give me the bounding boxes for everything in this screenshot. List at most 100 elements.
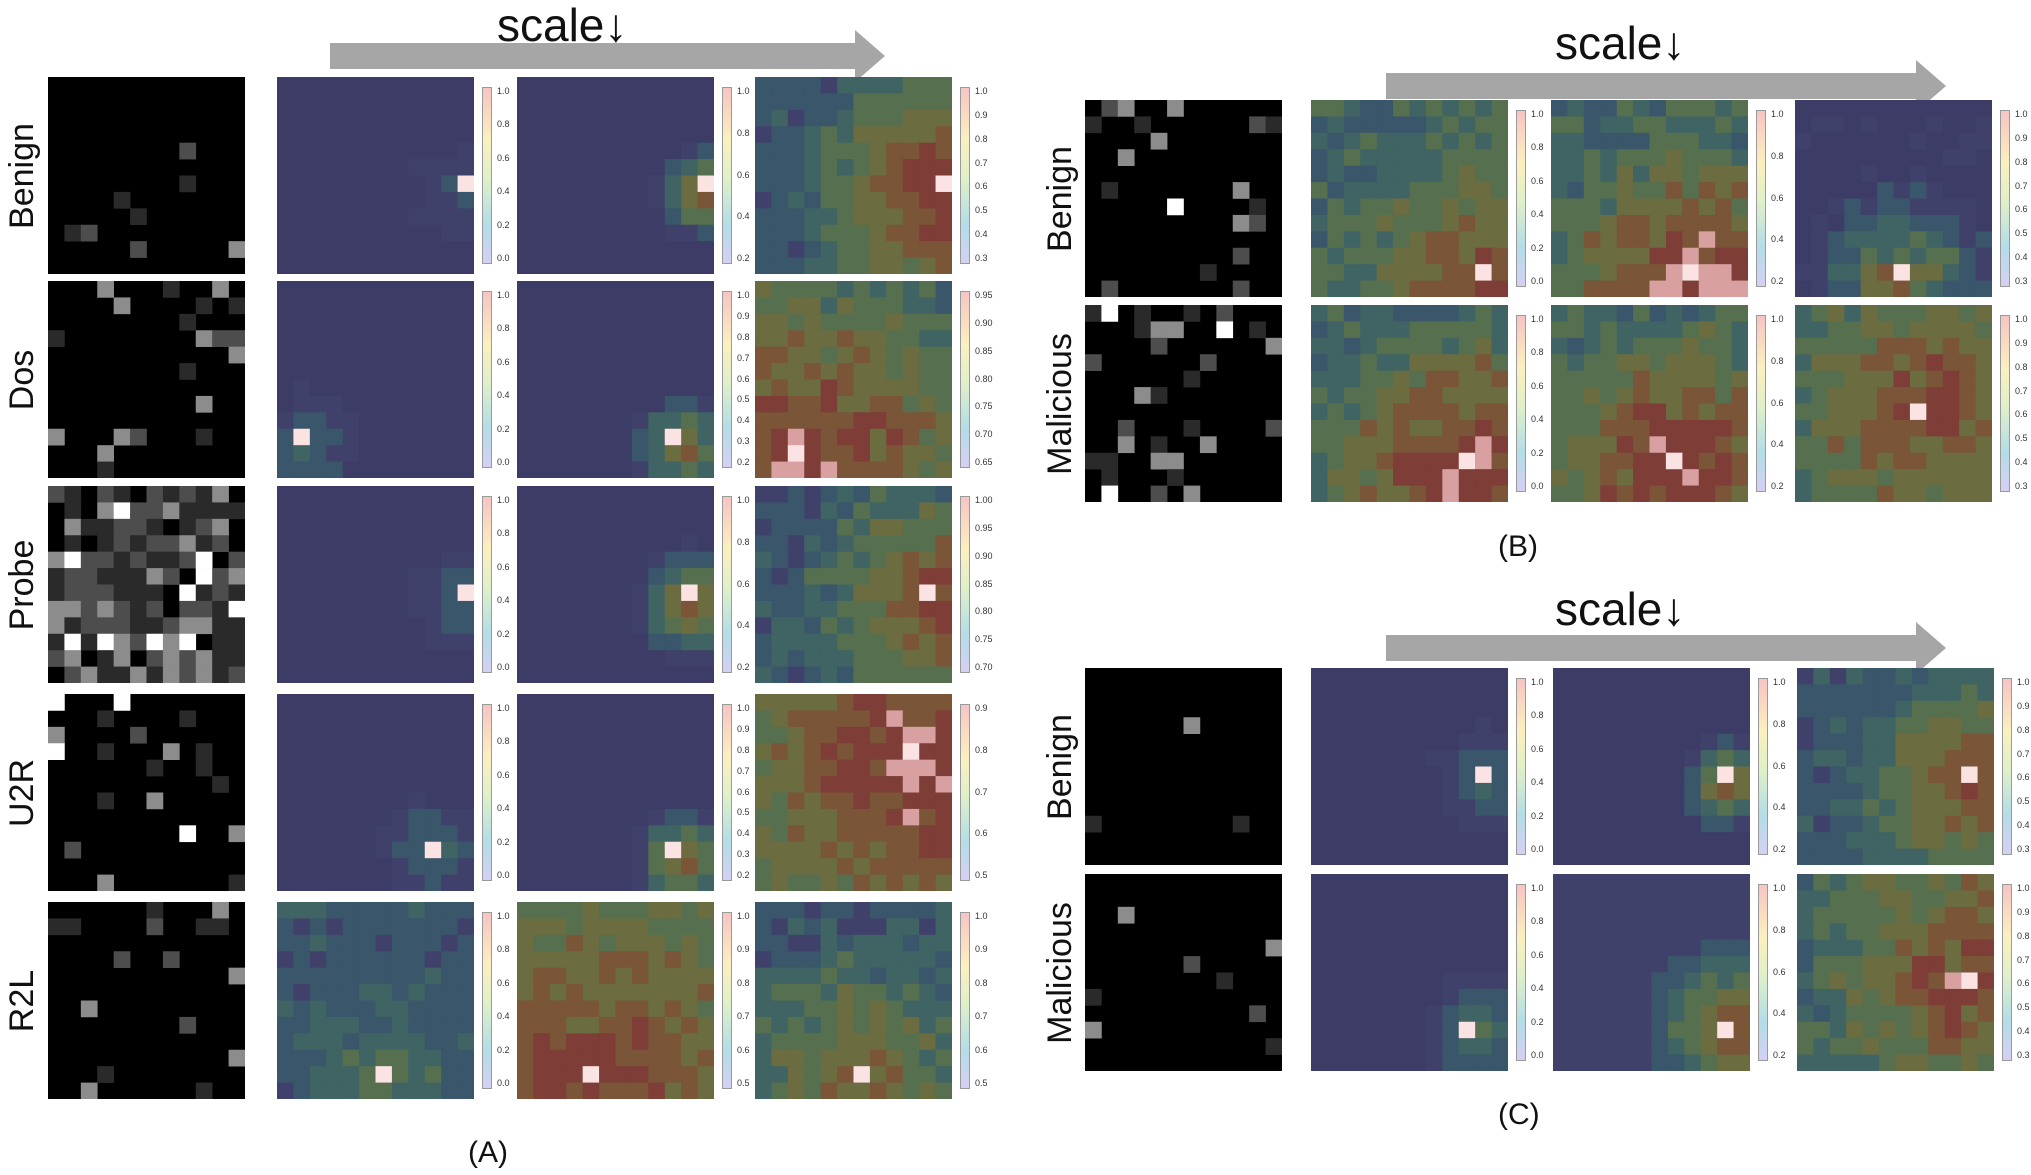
colorbar-ticks: 1.0 0.9 0.8 0.7 0.6 0.5 0.4 0.3 0.2 [737,704,769,881]
colorbar-ticks: 1.0 0.8 0.6 0.4 0.2 0.0 [497,87,529,264]
tick-label: 0.6 [737,169,750,180]
tick-label: 0.0 [497,662,510,672]
tick-label: 0.9 [2015,337,2028,348]
gradcam-heatmap [517,902,714,1099]
tick-label: 1.0 [737,290,750,300]
tick-label: 0.6 [497,356,510,367]
tick-label: 1.0 [1531,883,1544,893]
gradcam-heatmap [1553,668,1750,865]
tick-label: 0.8 [1531,142,1544,153]
tick-label: 0.4 [497,1011,510,1022]
tick-label: 0.2 [497,423,510,434]
tick-label: 1.0 [1531,109,1544,119]
tick-label: 0.8 [737,744,750,755]
colorbar [1516,678,1526,855]
colorbar-ticks: 1.0 0.8 0.6 0.4 0.2 0.0 [1531,315,1563,492]
tick-label: 0.6 [1773,966,1786,977]
tick-label: 0.5 [2017,796,2030,807]
tick-label: 0.2 [497,1044,510,1055]
tick-label: 0.9 [737,310,750,321]
tick-label: 1.0 [737,86,750,96]
gradcam-heatmap [1553,874,1750,1071]
tick-label: 0.3 [2017,1050,2030,1060]
gradcam-heatmap [517,281,714,478]
tick-label: 1.0 [2015,109,2028,119]
colorbar [722,912,732,1089]
tick-label: 0.4 [497,803,510,814]
tick-label: 1.0 [1773,677,1786,687]
raw-traffic-image [48,281,245,478]
tick-label: 0.8 [2015,361,2028,372]
panel_b-label: (B) [1498,530,1538,563]
tick-label: 0.6 [975,1044,988,1055]
tick-label: 0.95 [975,522,993,533]
colorbar [482,291,492,468]
tick-label: 0.6 [1771,192,1784,203]
panel_a-label: (A) [468,1136,508,1169]
tick-label: 0.6 [2017,978,2030,989]
raw-traffic-image [48,902,245,1099]
tick-label: 0.3 [737,849,750,860]
tick-label: 0.75 [975,401,993,412]
colorbar [1758,884,1768,1061]
tick-label: 0.6 [2017,772,2030,783]
tick-label: 0.9 [2015,132,2028,143]
tick-label: 0.9 [975,944,988,955]
gradcam-heatmap [277,486,474,683]
colorbar [2000,315,2010,492]
tick-label: 0.4 [975,229,988,240]
tick-label: 0.8 [975,977,988,988]
tick-label: 0.8 [497,528,510,539]
panel_a-row-label: U2R [3,758,41,827]
gradcam-heatmap [1551,100,1748,297]
raw-traffic-image [1085,874,1282,1071]
tick-label: 0.2 [1771,481,1784,491]
tick-label: 0.0 [1531,276,1544,286]
panel_a-scale-label: scale↓ [497,0,628,51]
tick-label: 0.2 [497,836,510,847]
gradcam-heatmap [517,486,714,683]
tick-label: 0.4 [737,415,750,426]
tick-label: 0.0 [1531,481,1544,491]
gradcam-heatmap [1311,874,1508,1071]
colorbar [1516,110,1526,287]
tick-label: 0.5 [975,870,988,880]
gradcam-heatmap [755,694,952,891]
panel_b-scale-label: scale↓ [1555,17,1686,69]
colorbar-ticks: 1.0 0.9 0.8 0.7 0.6 0.5 0.4 0.3 0.2 [737,291,769,468]
panel_a-row-label: Benign [3,122,41,229]
tick-label: 0.3 [2015,276,2028,286]
tick-label: 0.4 [1531,777,1544,788]
tick-label: 0.8 [2015,156,2028,167]
tick-label: 0.8 [737,127,750,138]
colorbar [960,87,970,264]
tick-label: 0.8 [1531,916,1544,927]
tick-label: 0.7 [2017,954,2030,965]
raw-traffic-image [1085,668,1282,865]
tick-label: 0.5 [975,205,988,216]
tick-label: 0.8 [497,944,510,955]
tick-label: 0.5 [2015,433,2028,444]
gradcam-heatmap [277,902,474,1099]
tick-label: 1.0 [1771,314,1784,324]
colorbar [722,87,732,264]
tick-label: 1.0 [2015,314,2028,324]
tick-label: 0.4 [2015,252,2028,263]
tick-label: 0.8 [975,744,988,755]
tick-label: 0.90 [975,550,993,561]
tick-label: 0.2 [737,662,750,672]
colorbar-ticks: 1.0 0.8 0.6 0.4 0.2 0.0 [497,704,529,881]
tick-label: 0.4 [737,828,750,839]
colorbar [1516,884,1526,1061]
panel_c-arrow-shaft [1386,635,1916,661]
tick-label: 0.9 [2017,700,2030,711]
tick-label: 0.6 [737,578,750,589]
tick-label: 0.6 [1531,380,1544,391]
tick-label: 0.6 [2015,204,2028,215]
colorbar [722,704,732,881]
colorbar [1756,110,1766,287]
tick-label: 0.9 [2017,906,2030,917]
tick-label: 1.0 [497,911,510,921]
tick-label: 0.8 [1771,355,1784,366]
colorbar-ticks: 1.0 0.8 0.6 0.4 0.2 0.0 [497,291,529,468]
